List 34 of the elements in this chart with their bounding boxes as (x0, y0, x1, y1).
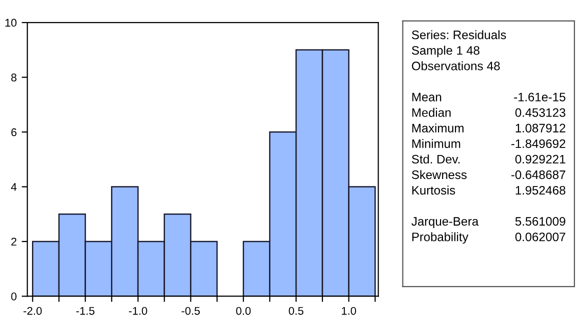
text: -0.648687 (511, 170, 566, 180)
category-label: Kurtosis (412, 186, 456, 195)
text: Series: Residuals (412, 30, 506, 40)
y-tick-label: 10 (5, 18, 17, 27)
text: 0.929221 (515, 154, 566, 164)
text: 5.561009 (515, 217, 566, 226)
category-label: Std. Dev. (412, 154, 460, 164)
y-tick-label: 6 (11, 128, 16, 136)
category-label: Maximum (412, 123, 464, 132)
category-label: Median (412, 108, 451, 117)
text: Observations 48 (412, 61, 500, 70)
category-label: Probability (412, 232, 468, 244)
category-label: Mean (412, 92, 442, 102)
y-tick-label: 0 (11, 292, 17, 300)
x-tick-label: 0.5 (288, 306, 304, 315)
x-tick-label: 1.0 (342, 306, 356, 315)
category-label: Minimum (412, 139, 460, 148)
category-label: Jarque-Bera (412, 217, 479, 228)
text: 0.453123 (515, 108, 566, 117)
x-tick-label: -1.5 (76, 307, 94, 315)
text: 0.062007 (515, 232, 566, 242)
text: 1.087912 (516, 124, 566, 132)
y-tick-label: 4 (11, 183, 17, 191)
x-tick-label: 0.0 (236, 306, 251, 315)
text: -1.61e-15 (514, 92, 566, 102)
category-label: Skewness (412, 170, 467, 180)
text: -1.849692 (511, 139, 566, 148)
y-tick-label: 8 (11, 74, 16, 82)
y-tick-label: 2 (11, 238, 16, 246)
x-tick-label: -0.5 (182, 306, 200, 315)
text: Sample 1 48 (412, 46, 480, 58)
x-tick-label: -2.0 (24, 306, 42, 315)
text: 1.952468 (516, 186, 566, 195)
x-tick-label: -1.0 (128, 306, 148, 315)
